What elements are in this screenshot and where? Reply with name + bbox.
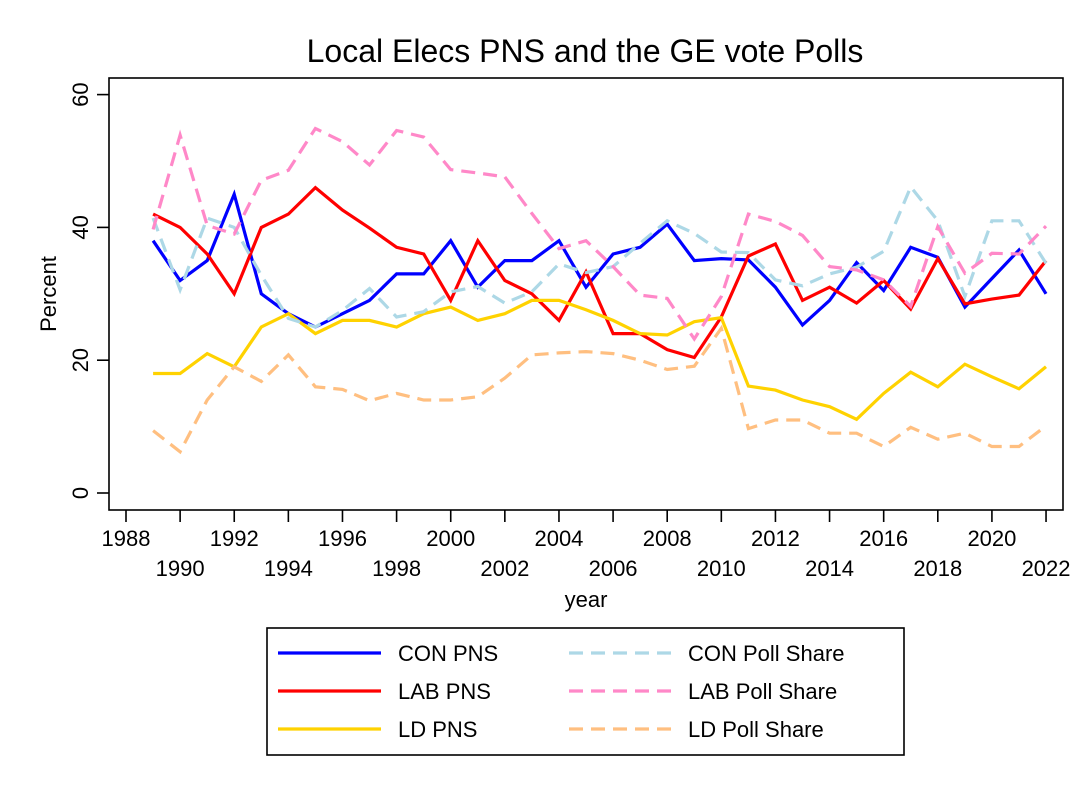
legend-label-ld-poll-share: LD Poll Share: [688, 717, 824, 742]
legend-label-lab-pns: LAB PNS: [398, 679, 491, 704]
legend-label-con-poll-share: CON Poll Share: [688, 641, 845, 666]
x-tick-label: 2012: [751, 526, 800, 551]
x-tick-label: 2010: [697, 556, 746, 581]
y-tick-label: 20: [68, 348, 93, 372]
x-tick-label: 1994: [264, 556, 313, 581]
x-tick-label: 2002: [480, 556, 529, 581]
y-tick-label: 60: [68, 82, 93, 106]
x-tick-label: 2008: [643, 526, 692, 551]
legend-label-con-pns: CON PNS: [398, 641, 498, 666]
y-axis: 0 20 40 60: [68, 82, 109, 499]
plot-area: [108, 77, 1064, 511]
x-tick-label: 2018: [913, 556, 962, 581]
x-axis: 1988 1992 1996 2000 2004 2008 2012 2016 2020 1990…: [102, 510, 1071, 581]
x-tick-label: 1988: [102, 526, 151, 551]
legend-label-ld-pns: LD PNS: [398, 717, 477, 742]
x-tick-label: 2006: [589, 556, 638, 581]
x-tick-label: 2004: [534, 526, 583, 551]
x-tick-label: 1998: [372, 556, 421, 581]
y-tick-label: 40: [68, 215, 93, 239]
x-tick-label: 2020: [967, 526, 1016, 551]
series-line-ld-poll-share: [152, 324, 1047, 455]
x-tick-label: 2022: [1022, 556, 1071, 581]
y-tick-label: 0: [68, 487, 93, 499]
x-tick-label: 2000: [426, 526, 475, 551]
x-tick-label: 2014: [805, 556, 854, 581]
x-tick-label: 1990: [156, 556, 205, 581]
y-axis-label: Percent: [36, 256, 61, 332]
series-line-con-pns: [151, 189, 1048, 329]
chart-title: Local Elecs PNS and the GE vote Polls: [307, 33, 864, 69]
legend-label-lab-poll-share: LAB Poll Share: [688, 679, 837, 704]
legend: CON PNS LAB PNS LD PNS CON Poll Share LAB Po…: [266, 627, 905, 756]
series-layer: [151, 126, 1048, 455]
series-line-con-poll-share: [151, 183, 1048, 329]
series-line-lab-poll-share: [151, 126, 1048, 342]
x-tick-label: 1992: [210, 526, 259, 551]
x-axis-label: year: [565, 587, 608, 612]
x-tick-label: 1996: [318, 526, 367, 551]
series-line-ld-pns: [153, 298, 1048, 422]
x-tick-label: 2016: [859, 526, 908, 551]
